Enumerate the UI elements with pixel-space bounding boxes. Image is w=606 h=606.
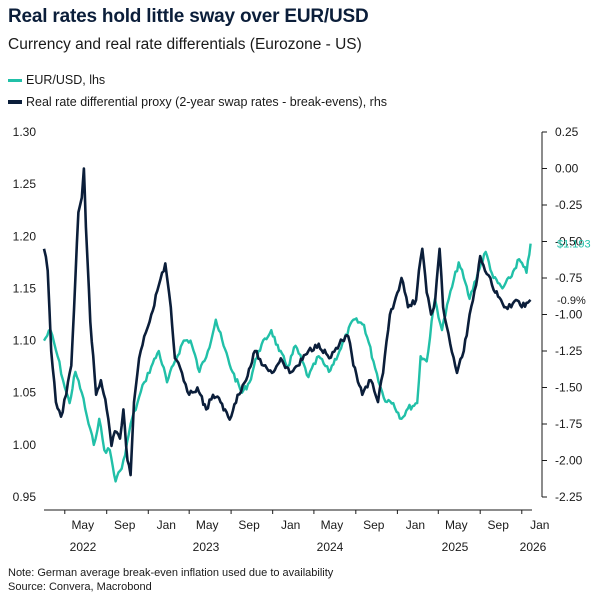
y-right-tick-label: 0.00 — [555, 162, 579, 176]
x-year-label: 2022 — [70, 540, 97, 554]
x-tick-label: Sep — [363, 518, 385, 532]
footnote-source: Source: Convera, Macrobond — [8, 581, 152, 593]
x-year-label: 2024 — [317, 540, 344, 554]
y-left-tick-label: 1.30 — [13, 125, 37, 139]
x-tick-label: Jan — [281, 518, 300, 532]
x-tick-label: May — [196, 518, 219, 532]
chart-title: Real rates hold little sway over EUR/USD — [8, 6, 369, 27]
y-left-tick-label: 1.00 — [13, 438, 37, 452]
legend-label-eurusd: EUR/USD, lhs — [26, 73, 106, 87]
y-left-tick-label: 1.20 — [13, 229, 37, 243]
x-tick-label: Jan — [157, 518, 176, 532]
y-left-tick-label: 1.25 — [13, 177, 37, 191]
footnote-note: Note: German average break-even inflatio… — [8, 567, 334, 579]
series-line-eurusd — [42, 243, 532, 483]
y-right-tick-label: -1.00 — [555, 308, 583, 322]
y-right-tick-label: -0.25 — [555, 198, 583, 212]
annotation-last-eurusd: $1.193 — [557, 239, 591, 251]
x-tick-label: Sep — [114, 518, 136, 532]
y-right-tick-label: -0.50 — [555, 235, 583, 249]
chart-subtitle: Currency and real rate differentials (Eu… — [8, 36, 362, 53]
x-tick-label: Jan — [406, 518, 425, 532]
x-year-label: 2026 — [520, 540, 547, 554]
y-left-tick-label: 1.05 — [13, 386, 37, 400]
x-tick-label: Sep — [488, 518, 510, 532]
y-left-tick-label: 1.15 — [13, 281, 37, 295]
x-tick-label: May — [445, 518, 468, 532]
x-year-label: 2023 — [193, 540, 220, 554]
y-right-tick-label: -0.75 — [555, 271, 583, 285]
y-right-tick-label: -1.75 — [555, 417, 583, 431]
legend-label-real-rate: Real rate differential proxy (2-year swa… — [26, 95, 388, 109]
annotation-last-real-rate: -0.9% — [557, 295, 586, 307]
chart-footnotes: Note: German average break-even inflatio… — [8, 566, 333, 594]
y-left-tick-label: 0.95 — [13, 490, 37, 504]
legend-item-real-rate: Real rate differential proxy (2-year swa… — [8, 95, 387, 109]
series-line-real-rate — [42, 167, 532, 477]
legend-swatch-eurusd — [8, 78, 22, 82]
y-right-tick-label: -2.00 — [555, 454, 583, 468]
y-right-tick-label: -1.25 — [555, 344, 583, 358]
x-tick-label: Jan — [530, 518, 549, 532]
y-right-tick-label: -2.25 — [555, 490, 583, 504]
x-tick-label: May — [71, 518, 94, 532]
y-right-tick-label: -1.50 — [555, 381, 583, 395]
y-left-tick-label: 1.10 — [13, 334, 37, 348]
legend-swatch-real-rate — [8, 100, 22, 104]
x-year-label: 2025 — [442, 540, 469, 554]
legend-item-eurusd: EUR/USD, lhs — [8, 73, 105, 87]
x-tick-label: May — [321, 518, 344, 532]
y-right-tick-label: 0.25 — [555, 125, 579, 139]
x-tick-label: Sep — [238, 518, 260, 532]
